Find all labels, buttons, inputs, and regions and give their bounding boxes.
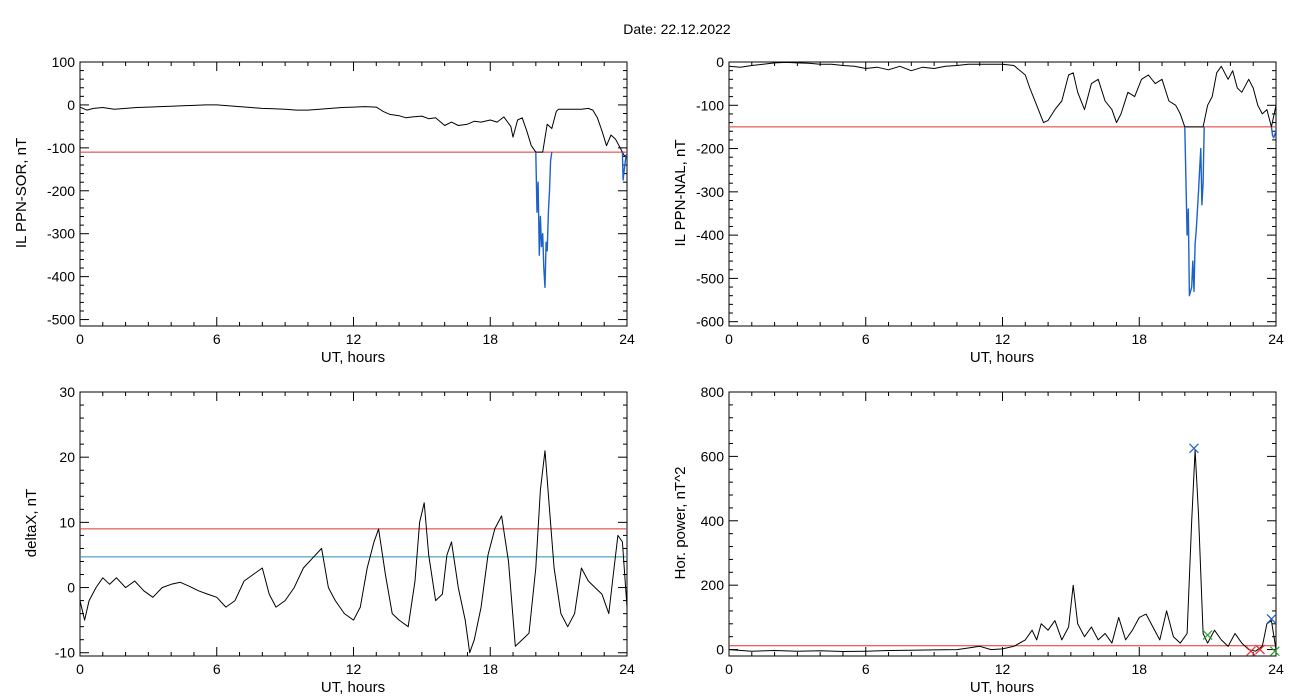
x-tick-label: 18 xyxy=(1131,331,1147,347)
x-tick-label: 24 xyxy=(1268,661,1284,677)
y-tick-label: -100 xyxy=(696,97,724,113)
y-tick-label: 30 xyxy=(59,384,75,400)
panel-il-nal: UT, hours IL PPN-NAL, nT 0 6 12 18 24 0 -100 -2… xyxy=(672,54,1284,366)
series-line xyxy=(1184,126,1205,297)
x-tick-label: 24 xyxy=(1268,331,1284,347)
y-tick-label: -500 xyxy=(47,312,75,328)
y-tick-label: 100 xyxy=(52,54,76,70)
axis-title-x: UT, hours xyxy=(970,349,1034,366)
marker-x xyxy=(1246,646,1256,657)
y-tick-label: -300 xyxy=(47,226,75,242)
marker-x xyxy=(1255,644,1265,655)
y-tick-label: 0 xyxy=(716,642,724,658)
x-tick-label: 0 xyxy=(76,331,84,347)
x-tick-label: 6 xyxy=(862,661,870,677)
x-tick-label: 12 xyxy=(995,661,1011,677)
x-tick-label: 0 xyxy=(725,661,733,677)
x-tick-label: 12 xyxy=(346,331,362,347)
y-tick-label: -400 xyxy=(696,227,724,243)
axis-title-y: IL PPN-SOR, nT xyxy=(13,138,30,248)
x-tick-label: 6 xyxy=(213,331,221,347)
y-tick-label: 20 xyxy=(59,449,75,465)
y-tick-label: 200 xyxy=(701,577,725,593)
marker-stroke xyxy=(1189,443,1199,454)
y-tick-label: 0 xyxy=(67,580,75,596)
marker-stroke xyxy=(1255,644,1265,655)
x-tick-label: 12 xyxy=(346,661,362,677)
x-tick-label: 12 xyxy=(995,331,1011,347)
series-line xyxy=(621,152,627,181)
series-line xyxy=(80,104,627,157)
series-line xyxy=(729,449,1276,652)
panel-il-sor: UT, hours IL PPN-SOR, nT 0 6 12 18 24 100 0 -10… xyxy=(13,54,635,366)
x-tick-label: 0 xyxy=(76,661,84,677)
series-line xyxy=(1270,126,1276,139)
plot-area xyxy=(80,104,627,289)
marker-x xyxy=(1202,630,1213,640)
axis-title-x: UT, hours xyxy=(970,679,1034,696)
x-tick-label: 6 xyxy=(862,331,870,347)
y-tick-label: 800 xyxy=(701,384,725,400)
date-title: Date: 22.12.2022 xyxy=(623,21,731,37)
y-tick-label: 0 xyxy=(716,54,724,70)
x-tick-label: 18 xyxy=(1131,661,1147,677)
y-tick-label: -200 xyxy=(47,183,75,199)
series-line xyxy=(80,450,627,654)
y-tick-label: 600 xyxy=(701,448,725,464)
marker-x xyxy=(1269,646,1280,657)
y-tick-label: -300 xyxy=(696,184,724,200)
y-tick-label: 0 xyxy=(67,97,75,113)
axis-title-y: deltaX, nT xyxy=(23,489,40,557)
x-tick-label: 0 xyxy=(725,331,733,347)
x-tick-label: 18 xyxy=(482,331,498,347)
axis-title-x: UT, hours xyxy=(321,679,385,696)
axis-title-x: UT, hours xyxy=(321,349,385,366)
y-tick-label: -600 xyxy=(696,314,724,330)
plot-area xyxy=(80,450,627,654)
y-tick-label: -10 xyxy=(55,645,75,661)
marker-stroke xyxy=(1202,630,1213,640)
y-tick-label: 10 xyxy=(59,514,75,530)
axis-title-y: IL PPN-NAL, nT xyxy=(672,140,689,247)
x-tick-label: 6 xyxy=(213,661,221,677)
x-tick-label: 24 xyxy=(619,331,635,347)
plot-frame xyxy=(728,391,1277,657)
marker-x xyxy=(1266,614,1277,624)
y-tick-label: 400 xyxy=(701,513,725,529)
x-tick-label: 18 xyxy=(482,661,498,677)
y-tick-label: -500 xyxy=(696,270,724,286)
plot-area xyxy=(729,449,1276,652)
y-tick-label: -200 xyxy=(696,141,724,157)
series-line xyxy=(535,152,553,289)
plot-area xyxy=(729,62,1276,297)
x-tick-label: 24 xyxy=(619,661,635,677)
y-tick-label: -400 xyxy=(47,269,75,285)
panel-hor-power: UT, hours Hor. power, nT^2 0 6 12 18 24 800 60… xyxy=(672,384,1284,696)
series-line xyxy=(729,62,1276,128)
y-tick-label: -100 xyxy=(47,140,75,156)
marker-x xyxy=(1189,443,1199,454)
axis-title-y: Hor. power, nT^2 xyxy=(672,467,689,580)
plot-frame xyxy=(79,391,628,657)
marker-stroke xyxy=(1246,646,1256,657)
marker-stroke xyxy=(1266,614,1277,624)
marker-stroke xyxy=(1269,646,1280,657)
